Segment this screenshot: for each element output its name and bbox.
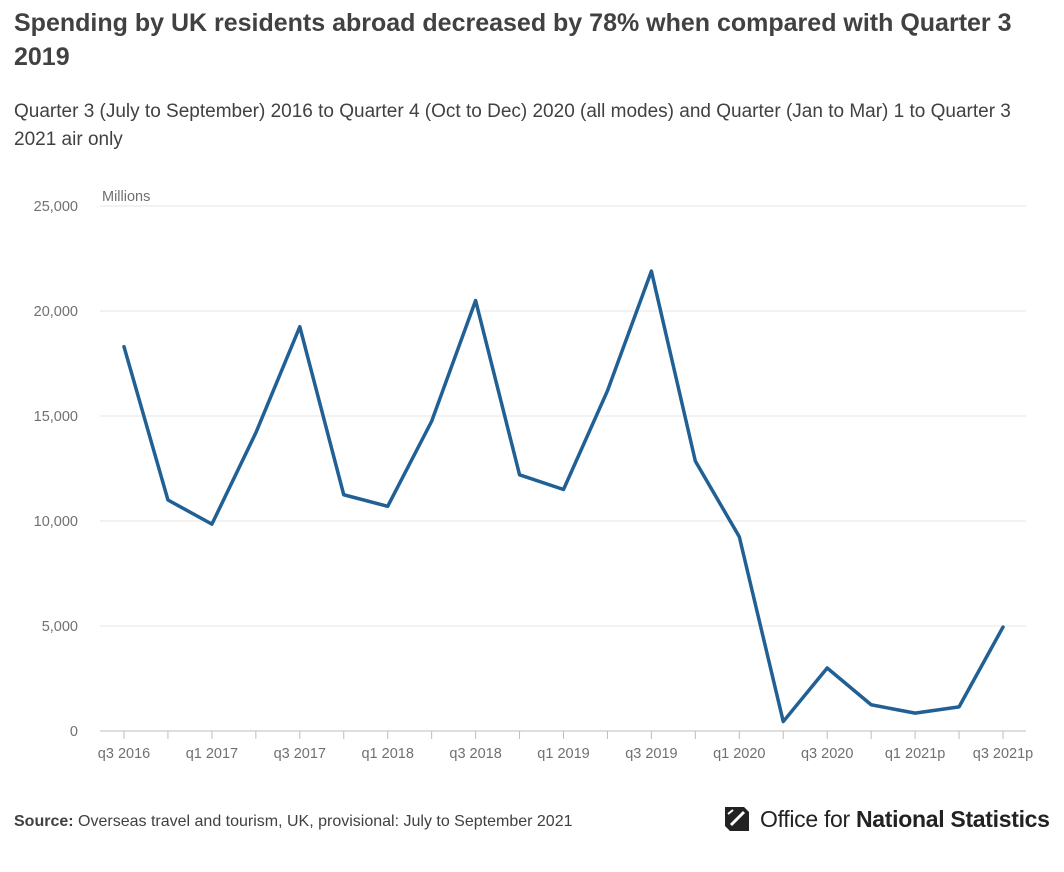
y-tick-label: 5,000 bbox=[42, 619, 78, 635]
data-point[interactable] bbox=[118, 341, 130, 353]
data-point[interactable] bbox=[250, 427, 262, 439]
data-point[interactable] bbox=[645, 265, 657, 277]
x-tick-label: q1 2019 bbox=[537, 746, 589, 762]
y-tick-label: 15,000 bbox=[34, 409, 78, 425]
data-point[interactable] bbox=[953, 701, 965, 713]
data-point[interactable] bbox=[865, 699, 877, 711]
x-axis: q3 2016 q1 2017 q3 2017 q1 2018 q3 2018 q1 20… bbox=[98, 731, 1033, 762]
line-chart: 0 5,000 10,000 15,000 20,000 25,000 q3 2016 q1… bbox=[34, 189, 1034, 762]
data-point[interactable] bbox=[514, 469, 526, 481]
data-point[interactable] bbox=[382, 500, 394, 512]
source-text[interactable]: Overseas travel and tourism, UK, provisi… bbox=[78, 813, 573, 830]
data-point[interactable] bbox=[733, 531, 745, 543]
data-point[interactable] bbox=[821, 662, 833, 674]
data-point[interactable] bbox=[558, 484, 570, 496]
y-unit-label: Millions bbox=[102, 189, 150, 205]
data-point[interactable] bbox=[777, 716, 789, 728]
data-point[interactable] bbox=[689, 455, 701, 467]
data-point[interactable] bbox=[294, 321, 306, 333]
x-tick-label: q3 2019 bbox=[625, 746, 677, 762]
data-point[interactable] bbox=[997, 621, 1009, 633]
chart-subtitle: Quarter 3 (July to September) 2016 to Qu… bbox=[14, 101, 1011, 150]
x-tick-label: q1 2020 bbox=[713, 746, 765, 762]
grid-lines bbox=[100, 205, 1026, 732]
data-point[interactable] bbox=[601, 385, 613, 397]
data-point[interactable] bbox=[909, 707, 921, 719]
data-point[interactable] bbox=[162, 494, 174, 506]
y-tick-label: 25,000 bbox=[34, 199, 78, 215]
x-tick-label: q3 2016 bbox=[98, 746, 150, 762]
y-tick-label: 20,000 bbox=[34, 304, 78, 320]
ons-logo-icon bbox=[725, 807, 749, 831]
x-tick-label: q3 2020 bbox=[801, 746, 853, 762]
source-note: Source: Overseas travel and tourism, UK,… bbox=[14, 813, 572, 831]
x-tick-label: q3 2021p bbox=[973, 746, 1033, 762]
x-tick-label: q3 2018 bbox=[449, 746, 501, 762]
series bbox=[118, 265, 1009, 728]
logo-text-bold: National Statistics bbox=[855, 805, 1050, 832]
logo-text-regular: Office for bbox=[760, 805, 850, 832]
y-tick-label: 0 bbox=[70, 724, 78, 740]
chart-title: Spending by UK residents abroad decrease… bbox=[14, 9, 1012, 71]
source-label: Source: bbox=[14, 813, 74, 830]
ons-logo[interactable]: Office for National Statistics bbox=[722, 804, 1050, 834]
data-point[interactable] bbox=[338, 489, 350, 501]
y-axis-labels: 0 5,000 10,000 15,000 20,000 25,000 bbox=[34, 199, 78, 740]
series-line bbox=[122, 269, 1005, 724]
x-tick-label: q1 2017 bbox=[186, 746, 238, 762]
ons-logo-text: Office for National Statistics bbox=[760, 806, 1050, 833]
data-point[interactable] bbox=[206, 518, 218, 530]
data-point[interactable] bbox=[470, 295, 482, 307]
x-tick-label: q1 2018 bbox=[361, 746, 413, 762]
x-tick-label: q3 2017 bbox=[274, 746, 326, 762]
x-tick-label: q1 2021p bbox=[885, 746, 945, 762]
y-tick-label: 10,000 bbox=[34, 514, 78, 530]
data-point[interactable] bbox=[426, 415, 438, 427]
